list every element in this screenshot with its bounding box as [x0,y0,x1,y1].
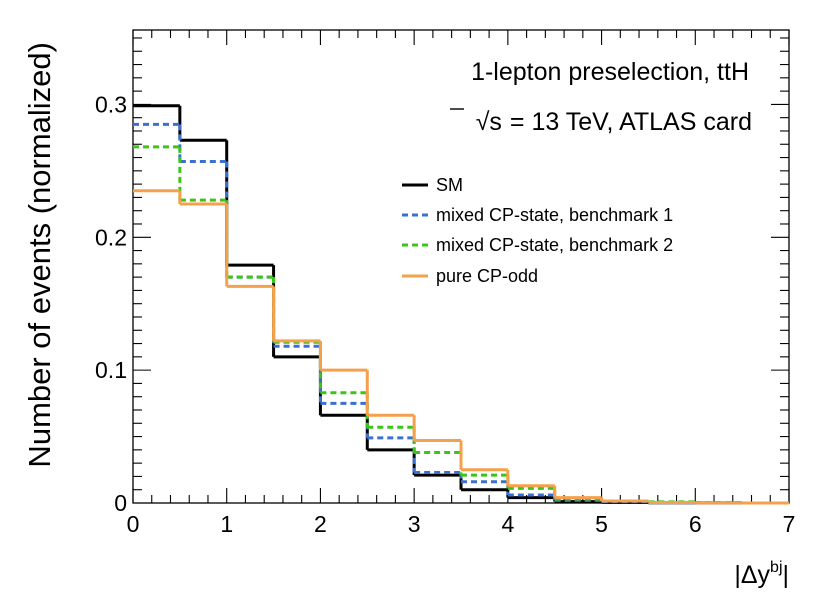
series-layer [133,104,789,505]
x-tick-label: 2 [314,511,327,537]
x-axis-title-y: y [758,561,771,589]
legend-label-benchmark-1: mixed CP-state, benchmark 1 [436,205,673,225]
x-tick-label: 1 [220,511,233,537]
x-tick-label: 6 [689,511,702,537]
y-tick-label: 0.2 [95,224,127,250]
legend-label-cp-odd: pure CP-odd [436,266,538,286]
y-tick-label: 0 [114,490,127,516]
x-tick-label: 7 [783,511,796,537]
legend: SM mixed CP-state, benchmark 1 mixed CP-… [402,175,673,286]
x-tick-label: 3 [408,511,421,537]
y-axis-title: Number of events (normalized) [22,42,57,468]
x-axis-title-pipe-delta: |Δ [734,561,757,589]
plot-frame [132,29,790,504]
x-axis-title: |Δybj| [734,559,789,589]
energy-rest: = 13 TeV, ATLAS card [510,108,752,136]
y-tick-label: 0.3 [95,91,127,117]
annotation-selection: 1-lepton preselection, ttH [471,58,749,86]
x-axis-title-superscript: bj [770,559,782,576]
annotation-energy: √s = 13 TeV, ATLAS card [476,108,752,136]
legend-label-benchmark-2: mixed CP-state, benchmark 2 [436,235,673,255]
x-tick-label: 0 [127,511,140,537]
x-tick-label: 5 [595,511,608,537]
sqrt-s: s [489,108,502,136]
sqrt-symbol: √ [476,108,490,136]
x-tick-label: 4 [501,511,514,537]
legend-label-sm: SM [436,175,463,195]
y-tick-label: 0.1 [95,357,127,383]
x-axis-title-pipe: | [783,561,790,589]
